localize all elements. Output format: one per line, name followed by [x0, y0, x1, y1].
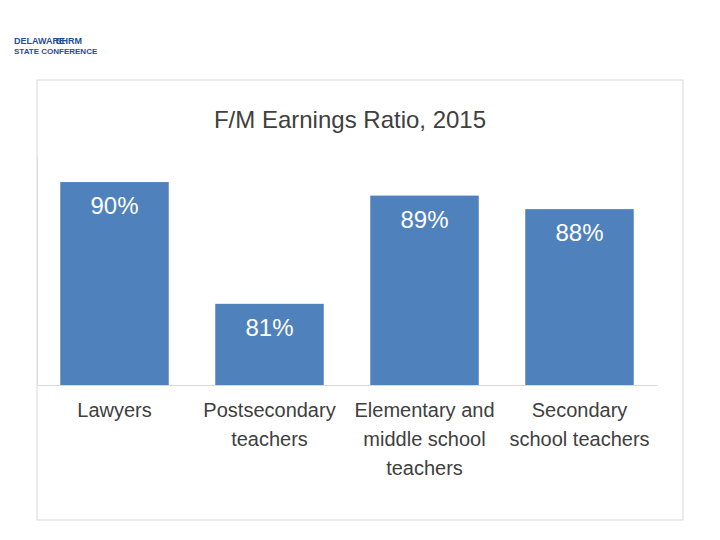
x-tick-label-line: middle school	[363, 428, 485, 450]
y-axis-line	[37, 156, 38, 386]
bar	[370, 196, 479, 385]
x-tick-label: Secondary school teachers	[509, 399, 649, 450]
frame	[37, 80, 683, 520]
logo: DELAWARESHRMSTATE CONFERENCE	[14, 36, 98, 56]
bar	[60, 182, 169, 385]
logo-text: SHRM	[56, 36, 83, 46]
x-tick-label: Elementary and middle school teachers	[354, 399, 494, 479]
x-tick-label-line: Lawyers	[77, 399, 151, 421]
data-label: 88%	[555, 219, 603, 246]
x-tick-label-line: Secondary	[532, 399, 628, 421]
x-tick: Secondary school teachers	[509, 385, 649, 450]
x-tick: Postsecondary teachers	[203, 385, 335, 450]
bar	[215, 304, 324, 385]
data-label: 89%	[400, 206, 448, 233]
data-label: 81%	[245, 314, 293, 341]
x-axis-line	[38, 385, 658, 386]
logo-text: STATE CONFERENCE	[14, 47, 98, 56]
x-tick-label-line: Elementary and	[354, 399, 494, 421]
data-labels: 90% 81% 89% 88%	[90, 192, 603, 341]
bars	[60, 182, 634, 385]
x-tick: Elementary and middle school teachers	[354, 385, 494, 479]
x-tick-label-line: teachers	[231, 428, 308, 450]
x-tick-label-line: teachers	[386, 457, 463, 479]
chart: DELAWARESHRMSTATE CONFERENCE F/M Earnings…	[0, 0, 720, 540]
x-tick-label-line: school teachers	[509, 428, 649, 450]
x-tick-label: Postsecondary teachers	[203, 399, 335, 450]
title: F/M Earnings Ratio, 2015	[214, 106, 486, 133]
x-tick: Lawyers	[77, 385, 151, 421]
y-axis	[37, 156, 38, 386]
bar	[525, 209, 634, 385]
x-tick-label-line: Postsecondary	[203, 399, 335, 421]
data-label: 90%	[90, 192, 138, 219]
x-tick-label: Lawyers	[77, 399, 151, 421]
x-axis: LawyersPostsecondaryteachersElementary a…	[38, 385, 658, 479]
